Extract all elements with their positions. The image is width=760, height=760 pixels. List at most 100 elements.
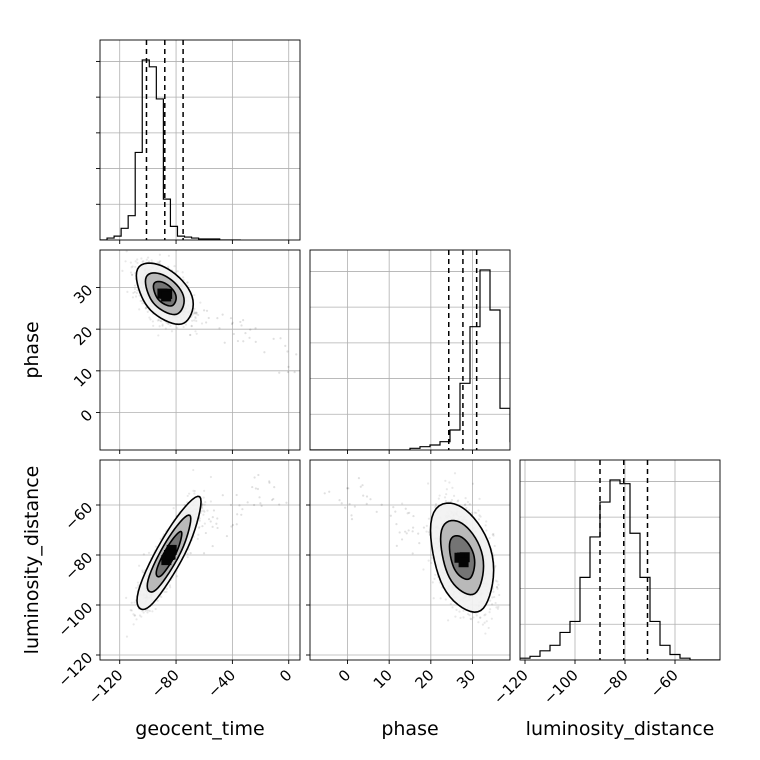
scatter-geocent_time-luminosity_distance	[125, 468, 288, 638]
tick-label-phase: 20	[70, 323, 96, 349]
sample-point	[139, 299, 142, 303]
sample-point	[147, 551, 151, 554]
sample-point	[362, 401, 364, 403]
sample-point	[141, 242, 143, 244]
sample-point	[131, 296, 135, 299]
sample-point	[140, 257, 143, 260]
sample-point	[193, 492, 196, 495]
sample-point	[184, 323, 187, 326]
sample-point	[199, 301, 202, 304]
sample-point	[305, 370, 307, 372]
sample-point	[144, 306, 148, 309]
sample-point	[366, 401, 368, 403]
sample-point	[142, 553, 146, 556]
sample-point	[142, 611, 145, 614]
sample-point	[230, 322, 234, 326]
sample-point	[205, 309, 209, 312]
sample-point	[192, 310, 195, 313]
sample-point	[359, 391, 361, 393]
sample-point	[158, 260, 161, 263]
sample-point	[201, 502, 204, 505]
grid-lines	[100, 40, 300, 240]
sample-point	[151, 320, 155, 323]
sample-point	[287, 365, 290, 368]
sample-point	[366, 383, 368, 385]
sample-point	[188, 492, 191, 495]
sample-point	[205, 321, 208, 324]
sample-point	[306, 356, 308, 358]
sample-point	[358, 387, 360, 389]
sample-point	[138, 308, 141, 311]
sample-point	[194, 317, 197, 320]
sample-point	[144, 609, 147, 612]
histogram-geocent_time	[100, 40, 241, 240]
sample-point	[186, 494, 189, 498]
sample-point	[125, 596, 128, 599]
sample-point	[133, 284, 137, 287]
sample-point	[209, 500, 212, 503]
grid-lines	[100, 460, 300, 660]
sample-point	[161, 324, 164, 327]
sample-point	[223, 341, 226, 344]
sample-point	[131, 265, 134, 268]
histogram-luminosity_distance	[520, 460, 720, 660]
sample-point	[163, 590, 166, 594]
sample-point	[304, 367, 306, 369]
sample-point	[159, 319, 162, 323]
sample-point	[149, 318, 152, 321]
sample-point	[167, 265, 170, 268]
sample-point	[207, 316, 210, 320]
sample-point	[169, 324, 172, 327]
sample-point	[360, 403, 362, 405]
sample-point	[201, 503, 204, 506]
sample-point	[242, 340, 245, 343]
sample-point	[145, 258, 148, 261]
sample-point	[133, 614, 136, 617]
sample-point	[194, 316, 197, 319]
sample-point	[146, 310, 149, 313]
sample-point	[133, 614, 137, 617]
sample-point	[182, 325, 185, 329]
sample-point	[218, 327, 221, 330]
sample-point	[147, 260, 151, 263]
sample-point	[232, 332, 235, 336]
sample-point	[176, 326, 179, 329]
sample-point	[204, 500, 207, 504]
panel-frame-hist-geocent_time	[99, 39, 301, 241]
sample-point	[135, 586, 138, 589]
histogram-step-luminosity_distance	[520, 479, 720, 660]
sample-point	[240, 324, 243, 327]
sample-point	[130, 266, 133, 269]
sample-point	[239, 320, 242, 324]
sample-point	[138, 564, 141, 567]
sample-point	[125, 635, 129, 638]
sample-point	[130, 609, 133, 612]
sample-point	[133, 287, 137, 291]
sample-point	[379, 403, 381, 405]
sample-point	[197, 526, 201, 530]
sample-point	[138, 614, 142, 617]
sample-point	[146, 256, 150, 259]
sample-point	[141, 302, 144, 305]
sample-point	[176, 270, 179, 273]
sample-point	[165, 590, 168, 593]
panel-frame-geocent_time-phase	[99, 249, 301, 451]
sample-point	[145, 306, 148, 310]
sample-point	[159, 260, 162, 263]
sample-point	[136, 289, 139, 292]
scatter-geocent_time-phase	[121, 242, 381, 405]
tick-label-luminosity_distance: −100	[540, 666, 582, 708]
sample-point	[135, 291, 138, 295]
grid-lines	[100, 250, 300, 450]
sample-point	[165, 321, 168, 324]
sample-point	[144, 307, 147, 310]
sample-point	[156, 599, 159, 602]
sample-point	[132, 623, 135, 626]
sample-point	[160, 320, 163, 323]
sample-point	[132, 613, 135, 616]
sample-point	[360, 397, 362, 399]
sample-point	[182, 276, 185, 279]
sample-point	[160, 595, 163, 599]
sample-point	[337, 385, 339, 387]
sample-point	[286, 370, 290, 374]
